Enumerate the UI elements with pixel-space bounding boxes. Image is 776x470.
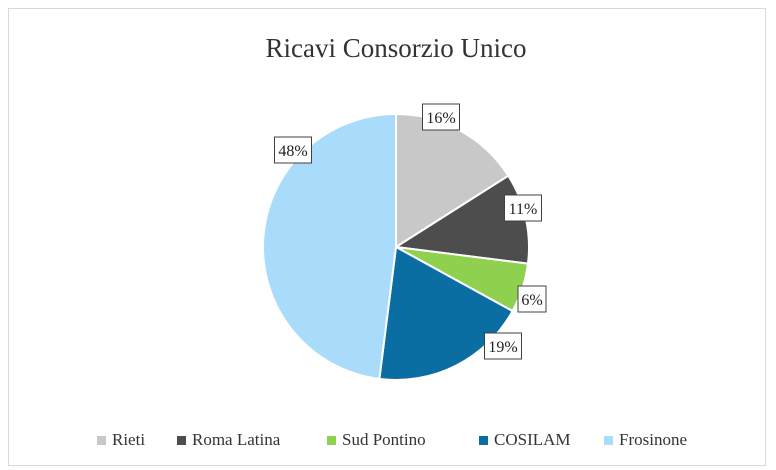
data-label-sud-pontino: 6% bbox=[517, 285, 547, 313]
data-label-text: 6% bbox=[521, 292, 542, 309]
pie-slice-rieti bbox=[395, 112, 510, 249]
legend-item-frosinone: Frosinone bbox=[604, 430, 687, 449]
data-labels: 16% 11% 6% 19% 48% bbox=[274, 103, 547, 360]
legend-label: Rieti bbox=[112, 430, 145, 449]
data-label-text: 19% bbox=[488, 339, 517, 356]
chart-title: Ricavi Consorzio Unico bbox=[266, 33, 527, 63]
data-label-text: 11% bbox=[509, 201, 538, 218]
legend-item-rieti: Rieti bbox=[97, 430, 145, 449]
data-label-box bbox=[517, 285, 547, 313]
legend-label: Frosinone bbox=[619, 430, 687, 449]
legend-swatch bbox=[479, 436, 488, 445]
data-label-text: 48% bbox=[278, 143, 307, 160]
data-label-text: 16% bbox=[426, 110, 455, 127]
data-label-box bbox=[422, 103, 460, 131]
legend-swatch bbox=[97, 436, 106, 445]
data-label-box bbox=[504, 194, 542, 222]
legend-item-sud-pontino: Sud Pontino bbox=[327, 430, 426, 449]
pie-slices bbox=[262, 112, 530, 381]
legend-item-cosilam: COSILAM bbox=[479, 430, 571, 449]
pie-slice-cosilam bbox=[378, 245, 514, 381]
legend-swatch bbox=[604, 436, 613, 445]
data-label-frosinone: 48% bbox=[274, 136, 312, 164]
data-label-roma-latina: 11% bbox=[504, 194, 542, 222]
legend-label: COSILAM bbox=[494, 430, 571, 449]
legend-swatch bbox=[177, 436, 186, 445]
pie-slice-frosinone bbox=[262, 112, 397, 381]
pie-chart: Ricavi Consorzio Unico 16% 11% 6% 19% 48% Ri… bbox=[97, 33, 687, 449]
legend-swatch bbox=[327, 436, 336, 445]
legend-item-roma-latina: Roma Latina bbox=[177, 430, 281, 449]
data-label-box bbox=[484, 332, 522, 360]
chart-area: Ricavi Consorzio Unico 16% 11% 6% 19% 48% Ri… bbox=[8, 8, 766, 466]
legend-label: Roma Latina bbox=[192, 430, 281, 449]
legend-label: Sud Pontino bbox=[342, 430, 426, 449]
legend: Rieti Roma Latina Sud Pontino COSILAM Frosin… bbox=[97, 430, 687, 449]
data-label-cosilam: 19% bbox=[484, 332, 522, 360]
data-label-rieti: 16% bbox=[422, 103, 460, 131]
data-label-box bbox=[274, 136, 312, 164]
